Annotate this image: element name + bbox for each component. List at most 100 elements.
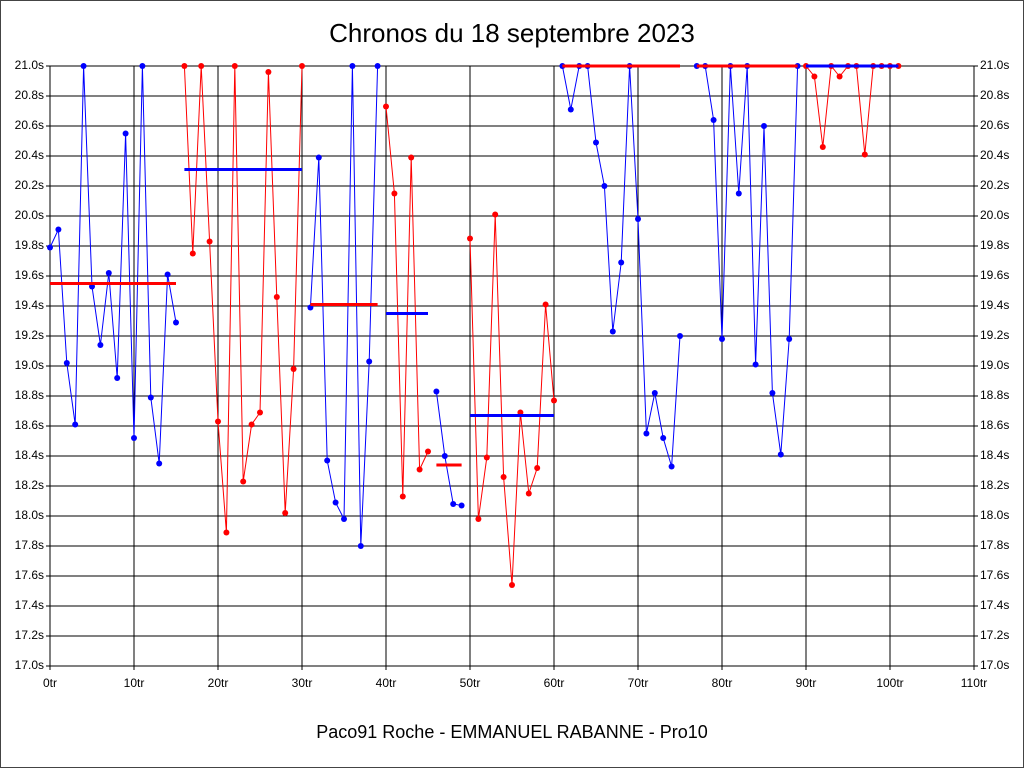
data-point <box>231 63 238 69</box>
data-point <box>719 336 725 342</box>
data-point <box>551 397 557 404</box>
data-point <box>72 421 79 428</box>
y2-tick-label: 20.0s <box>980 208 1009 222</box>
y-tick-label: 20.6s <box>15 118 44 132</box>
data-point <box>567 106 574 113</box>
data-point <box>349 63 356 69</box>
data-point <box>467 235 473 242</box>
data-point <box>257 409 263 416</box>
data-point <box>215 418 221 425</box>
data-point <box>819 144 826 150</box>
data-point <box>735 190 742 197</box>
data-point <box>55 226 62 233</box>
y-tick-label: 17.2s <box>15 628 44 642</box>
y2-tick-label: 18.6s <box>980 418 1009 432</box>
x-tick-label: 110tr <box>961 676 987 690</box>
data-point <box>492 211 499 218</box>
data-point <box>651 390 658 396</box>
data-point <box>357 543 364 549</box>
x-tick-label: 70tr <box>628 676 649 690</box>
y2-tick-label: 17.8s <box>980 538 1009 552</box>
y-tick-label: 18.4s <box>15 448 44 462</box>
data-point <box>542 301 549 308</box>
data-point <box>777 451 784 458</box>
data-point <box>668 463 675 470</box>
y2-tick-label: 20.2s <box>980 178 1009 192</box>
data-point <box>324 457 331 464</box>
y-tick-label: 17.0s <box>15 658 44 672</box>
data-point <box>483 454 490 461</box>
y2-tick-label: 19.4s <box>980 298 1009 312</box>
y2-tick-label: 21.0s <box>980 58 1009 72</box>
data-point <box>458 502 465 509</box>
data-point <box>609 328 616 335</box>
data-point <box>752 361 759 368</box>
y-tick-label: 19.8s <box>15 238 44 252</box>
data-point <box>139 63 146 69</box>
y2-tick-label: 20.8s <box>980 88 1009 102</box>
y2-tick-label: 17.0s <box>980 658 1009 672</box>
y-tick-label: 20.0s <box>15 208 44 222</box>
data-point <box>391 190 398 197</box>
y-tick-label: 17.6s <box>15 568 44 582</box>
data-point <box>677 333 683 339</box>
data-point <box>761 123 767 129</box>
x-tick-label: 30tr <box>292 676 313 690</box>
y2-tick-label: 18.2s <box>980 478 1009 492</box>
y-tick-label: 20.4s <box>15 148 44 162</box>
data-point <box>147 394 154 401</box>
data-point <box>509 582 515 588</box>
data-point <box>525 490 532 497</box>
data-point <box>786 336 793 342</box>
data-point <box>206 238 213 245</box>
y-tick-label: 19.0s <box>15 358 44 372</box>
data-point <box>399 493 406 500</box>
data-point <box>416 466 423 473</box>
data-point <box>181 63 188 69</box>
data-point <box>500 474 507 480</box>
series-line <box>435 391 462 506</box>
data-point <box>164 271 171 278</box>
x-tick-label: 0tr <box>43 676 57 690</box>
y2-tick-label: 17.4s <box>980 598 1009 612</box>
data-point <box>450 501 457 507</box>
y2-tick-label: 18.8s <box>980 388 1009 402</box>
y2-tick-label: 19.2s <box>980 328 1009 342</box>
y-tick-label: 17.4s <box>15 598 44 612</box>
data-point <box>47 244 53 251</box>
y2-tick-label: 20.6s <box>980 118 1009 132</box>
data-point <box>240 478 247 485</box>
x-axis-label: Paco91 Roche - EMMANUEL RABANNE - Pro10 <box>316 722 707 742</box>
x-tick-label: 90tr <box>796 676 817 690</box>
series-line <box>385 106 429 497</box>
data-point <box>332 499 339 506</box>
data-point <box>341 516 347 522</box>
data-point <box>811 73 818 80</box>
y2-tick-label: 17.2s <box>980 628 1009 642</box>
data-point <box>635 216 641 222</box>
data-point <box>366 358 373 365</box>
y-tick-label: 20.8s <box>15 88 44 102</box>
data-point <box>408 154 415 161</box>
data-point <box>189 250 196 257</box>
data-point <box>374 63 381 69</box>
data-point <box>105 270 112 276</box>
y-tick-label: 18.6s <box>15 418 44 432</box>
chart-title: Chronos du 18 septembre 2023 <box>329 18 695 48</box>
y2-tick-label: 20.4s <box>980 148 1009 162</box>
data-point <box>265 69 272 75</box>
x-tick-label: 50tr <box>460 676 481 690</box>
data-point <box>223 529 230 536</box>
y-tick-label: 20.2s <box>15 178 44 192</box>
data-point <box>441 453 448 459</box>
data-point <box>618 259 625 266</box>
data-point <box>248 421 255 428</box>
y-tick-label: 17.8s <box>15 538 44 552</box>
y-tick-label: 21.0s <box>15 58 44 72</box>
x-tick-label: 10tr <box>124 676 145 690</box>
data-point <box>769 390 776 396</box>
data-point <box>643 430 650 437</box>
y2-tick-label: 18.0s <box>980 508 1009 522</box>
